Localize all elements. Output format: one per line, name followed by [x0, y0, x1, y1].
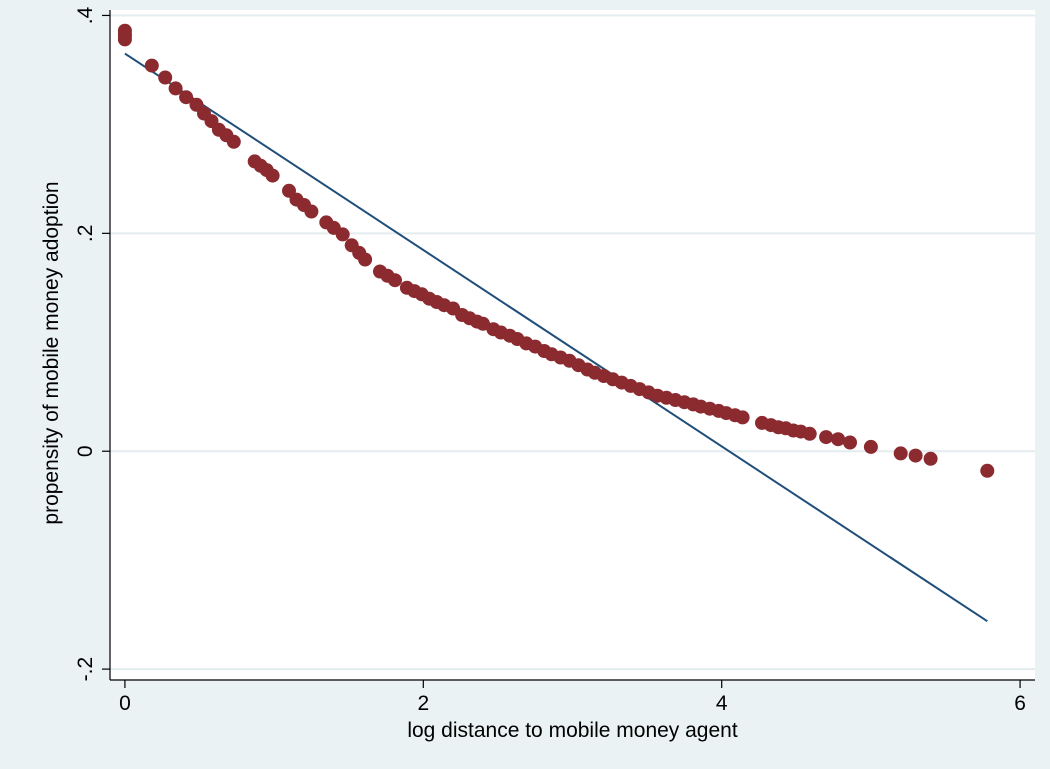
data-point [144, 58, 159, 73]
data-point [226, 134, 241, 149]
data-point [802, 426, 817, 441]
data-point [335, 227, 350, 242]
data-point [358, 252, 373, 267]
data-point [863, 439, 878, 454]
y-tick-label: -.2 [74, 657, 97, 682]
y-tick-label: 0 [74, 445, 97, 457]
x-tick-label: 6 [1014, 692, 1026, 715]
data-point [476, 316, 490, 331]
data-point [843, 435, 857, 450]
axes: -.2 0 .2 .4 0 2 4 6 [74, 6, 1035, 715]
y-tick-label: .4 [74, 6, 97, 24]
data-point [893, 446, 908, 461]
data-point [908, 448, 923, 463]
data-point [831, 432, 846, 447]
grid-lines [110, 14, 1035, 671]
x-tick-label: 0 [119, 692, 131, 715]
data-point [158, 70, 173, 85]
data-point [980, 463, 995, 478]
points-layer [117, 23, 995, 478]
data-point [168, 81, 183, 96]
data-point [819, 430, 834, 445]
fit-line [124, 52, 988, 623]
x-axis-title: log distance to mobile money agent [407, 719, 738, 742]
data-point [388, 273, 402, 288]
x-tick-label: 4 [716, 692, 728, 715]
data-point [179, 90, 194, 105]
y-axis-title: propensity of mobile money adoption [40, 181, 63, 524]
data-point [923, 451, 938, 466]
y-tick-label: .2 [74, 225, 97, 243]
data-point [735, 410, 750, 425]
data-point [265, 168, 280, 183]
x-tick-label: 2 [417, 692, 429, 715]
plot-area [110, 10, 1035, 680]
data-point [117, 32, 132, 47]
data-point [304, 204, 319, 219]
fit-line-layer [124, 52, 988, 623]
